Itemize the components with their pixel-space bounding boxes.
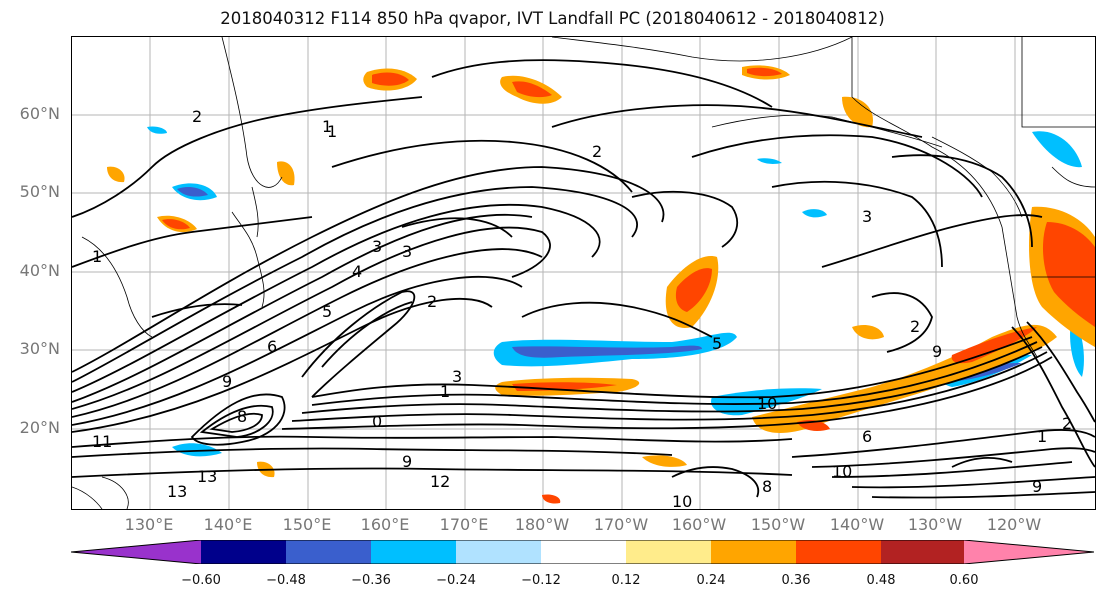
colorbar-tick: −0.24 xyxy=(436,573,476,588)
coastlines xyxy=(72,37,1095,509)
contour-label: 12 xyxy=(430,472,450,491)
contour-label: 2 xyxy=(192,107,202,126)
contour-label: 1 xyxy=(440,382,450,401)
lat-label: 50°N xyxy=(19,182,60,201)
map-title: 2018040312 F114 850 hPa qvapor, IVT Land… xyxy=(220,9,885,28)
contour-label: 6 xyxy=(862,427,872,446)
colorbar-tick: −0.36 xyxy=(351,573,391,588)
contour-label: 11 xyxy=(92,432,112,451)
contour-labels: 1 2 1 2 3 3 4 5 2 6 5 8 9 9 10 11 13 13 … xyxy=(92,107,1072,509)
contour-label: 13 xyxy=(197,467,217,486)
lon-label: 130°W xyxy=(907,515,963,534)
contour-label: 1 xyxy=(92,247,102,266)
colorbar-tick: −0.60 xyxy=(181,573,221,588)
colorbar-extend-high xyxy=(964,540,1094,564)
colorbar-tick: −0.48 xyxy=(266,573,306,588)
colorbar-tick: 0.60 xyxy=(949,573,979,588)
contour-label: 13 xyxy=(167,482,187,501)
colorbar-bin xyxy=(626,540,711,564)
colorbar-bin xyxy=(796,540,881,564)
contour-label: 9 xyxy=(932,342,942,361)
contour-label: 9 xyxy=(1032,477,1042,496)
contour-label: 2 xyxy=(427,292,437,311)
contour-label: 8 xyxy=(762,477,772,496)
lat-label: 60°N xyxy=(19,104,60,123)
lat-label: 20°N xyxy=(19,418,60,437)
contour-label: 1 xyxy=(322,117,332,136)
contour-label: 3 xyxy=(862,207,872,226)
colorbar-bin xyxy=(286,540,371,564)
contour-label: 10 xyxy=(757,394,777,413)
colorbar-tick: −0.12 xyxy=(521,573,561,588)
colorbar-extend-low xyxy=(71,540,201,564)
colorbar-tick: 0.12 xyxy=(611,573,641,588)
colorbar-tick: 0.48 xyxy=(866,573,896,588)
contour-label: 10 xyxy=(832,462,852,481)
ivt-contours xyxy=(72,59,1095,499)
lon-label: 150°E xyxy=(282,515,332,534)
contour-label: 3 xyxy=(452,367,462,386)
lon-label: 140°E xyxy=(203,515,253,534)
contour-label: 0 xyxy=(372,412,382,431)
lon-label: 150°W xyxy=(750,515,806,534)
contour-label: 6 xyxy=(267,337,277,356)
lat-label: 40°N xyxy=(19,261,60,280)
colorbar-bin xyxy=(371,540,456,564)
lon-label: 120°W xyxy=(986,515,1042,534)
lon-label: 140°W xyxy=(829,515,885,534)
colorbar-bin xyxy=(201,540,286,564)
colorbar-tick: 0.36 xyxy=(781,573,811,588)
contour-label: 9 xyxy=(402,452,412,471)
map-panel: 1 2 1 2 3 3 4 5 2 6 5 8 9 9 10 11 13 13 … xyxy=(71,36,1096,510)
contour-label: 5 xyxy=(712,334,722,353)
contour-label: 3 xyxy=(402,242,412,261)
contour-label: 2 xyxy=(592,142,602,161)
contour-label: 2 xyxy=(910,317,920,336)
lon-label: 180°W xyxy=(514,515,570,534)
contour-label: 5 xyxy=(322,302,332,321)
colorbar-tick: 0.24 xyxy=(696,573,726,588)
lat-label: 30°N xyxy=(19,339,60,358)
colorbar-bin xyxy=(881,540,964,564)
colorbar-bin xyxy=(711,540,796,564)
colorbar-bin xyxy=(456,540,541,564)
map-canvas: 1 2 1 2 3 3 4 5 2 6 5 8 9 9 10 11 13 13 … xyxy=(72,37,1095,509)
lon-label: 160°E xyxy=(360,515,410,534)
contour-label: 2 xyxy=(1062,414,1072,433)
contour-label: 3 xyxy=(372,237,382,256)
contour-label: 4 xyxy=(352,262,362,281)
contour-label: 1 xyxy=(1037,427,1047,446)
colorbar xyxy=(71,540,1094,564)
contour-label: 1 xyxy=(327,122,337,141)
lon-label: 130°E xyxy=(124,515,174,534)
lon-label: 170°W xyxy=(593,515,649,534)
lon-label: 160°W xyxy=(671,515,727,534)
contour-label: 8 xyxy=(237,407,247,426)
colorbar-bin xyxy=(541,540,626,564)
contour-label: 10 xyxy=(672,492,692,509)
lon-label: 170°E xyxy=(439,515,489,534)
contour-label: 9 xyxy=(222,372,232,391)
